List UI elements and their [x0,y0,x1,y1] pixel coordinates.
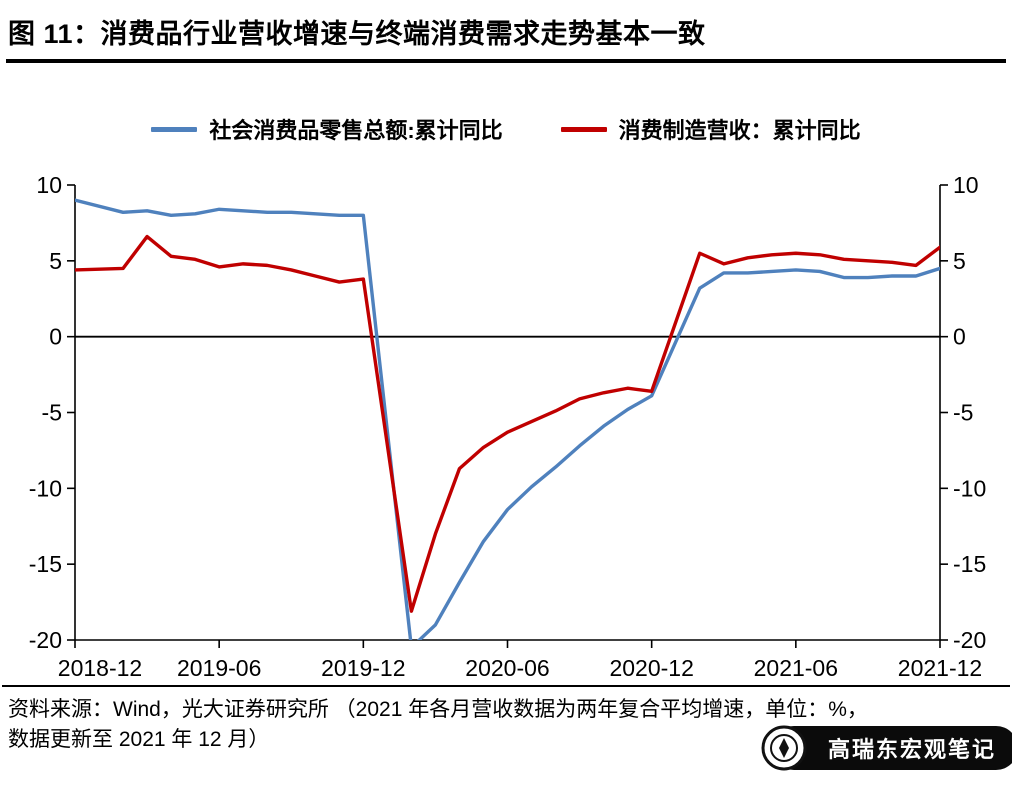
y-axis-label-left: -5 [42,400,62,426]
y-axis-label-left: -15 [29,551,62,577]
source-note-line2: 数据更新至 2021 年 12 月） [8,728,270,752]
x-axis-label: 2020-12 [609,655,693,681]
y-axis-label-left: 5 [49,248,62,274]
x-axis-label: 2019-12 [321,655,405,681]
legend-item-retail-sales: 社会消费品零售总额:累计同比 [151,113,503,145]
y-axis-label-left: -10 [29,475,62,501]
title-divider [6,59,1006,63]
x-axis-label: 2021-12 [898,655,982,681]
y-axis-label-left: 0 [49,324,62,350]
legend-label-retail-sales: 社会消费品零售总额:累计同比 [209,118,503,143]
legend-label-manufacturing-revenue: 消费制造营收：累计同比 [618,118,861,143]
watermark-text: 高瑞东宏观笔记 [771,726,1012,770]
publisher-logo-icon [761,725,807,771]
series-line-1 [75,234,940,613]
x-axis-label: 2018-12 [58,655,142,681]
figure-title: 图 11：消费品行业营收增速与终端消费需求走势基本一致 [8,19,706,49]
y-axis-label-right: -5 [953,400,973,426]
legend-item-manufacturing-revenue: 消费制造营收：累计同比 [560,113,861,145]
y-axis-label-left: -20 [29,627,62,653]
y-axis-label-right: -15 [953,551,986,577]
y-axis-label-right: 10 [953,172,979,198]
legend-line-swatch-blue [151,126,198,132]
source-note-line1: 资料来源：Wind，光大证券研究所 （2021 年各月营收数据为两年复合平均增速… [8,698,868,721]
footer-divider [2,685,1010,687]
legend-line-swatch-red [560,126,607,132]
y-axis-label-right: -20 [953,627,986,653]
y-axis-label-right: 0 [953,324,966,350]
y-axis-label-right: 5 [953,248,966,274]
chart-legend: 社会消费品零售总额:累计同比 消费制造营收：累计同比 [0,113,1012,145]
publisher-watermark: 高瑞东宏观笔记 [761,722,1012,774]
series-line-0 [75,198,940,640]
y-axis-label-left: 10 [36,172,62,198]
source-note: 资料来源：Wind，光大证券研究所 （2021 年各月营收数据为两年复合平均增速… [0,687,1012,756]
x-axis-label: 2021-06 [754,655,838,681]
x-axis-label: 2019-06 [177,655,261,681]
x-axis-label: 2020-06 [465,655,549,681]
y-axis-label-right: -10 [953,475,986,501]
